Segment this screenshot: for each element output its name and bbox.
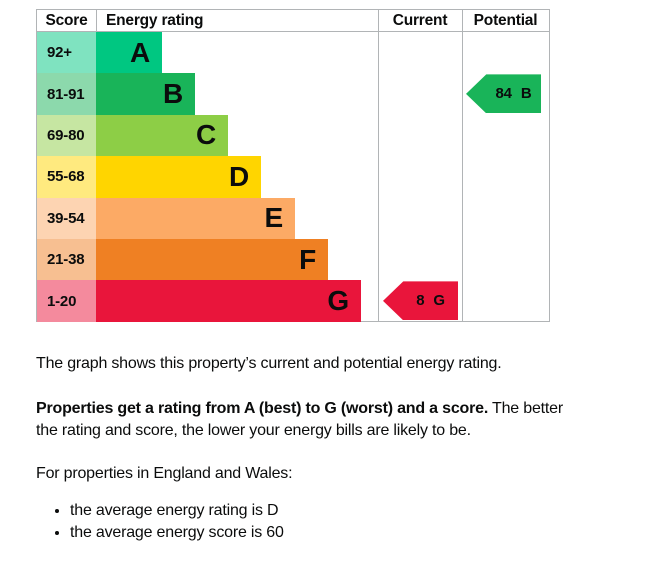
epc-rating-chart: Score Energy rating Current Potential 92…	[36, 9, 550, 322]
score-range-a: 92+	[37, 32, 96, 74]
current-rating-label: 8 G	[416, 292, 445, 309]
band-bar-d: D	[96, 156, 261, 198]
band-row-f: 21-38 F	[37, 238, 549, 281]
band-letter-e: E	[264, 202, 284, 234]
average-rating-item: the average energy rating is D	[70, 500, 584, 522]
band-letter-g: G	[327, 285, 349, 317]
score-range-d: 55-68	[37, 156, 96, 198]
band-letter-d: D	[228, 160, 249, 192]
averages-list: the average energy rating is D the avera…	[36, 500, 584, 544]
band-bar-g: G	[96, 280, 361, 322]
potential-rating-label: 84 B	[496, 85, 532, 102]
average-score-item: the average energy score is 60	[70, 522, 584, 544]
band-row-a: 92+ A	[37, 32, 549, 74]
chart-caption: The graph shows this property’s current …	[36, 355, 502, 372]
band-row-e: 39-54 E	[37, 197, 549, 239]
score-range-g: 1-20	[37, 280, 96, 322]
current-score: 8	[416, 292, 425, 310]
band-bar-e: E	[96, 197, 295, 239]
band-row-b: 81-91 B	[37, 73, 549, 115]
energy-rating-column-header: Energy rating	[106, 12, 204, 29]
score-range-b: 81-91	[37, 73, 96, 115]
rating-explanation-bold: Properties get a rating from A (best) to…	[36, 400, 489, 417]
chart-header-row: Score Energy rating Current Potential	[37, 10, 549, 32]
england-wales-intro: For properties in England and Wales:	[36, 465, 293, 482]
score-range-f: 21-38	[37, 238, 96, 281]
band-row-g: 1-20 G	[37, 280, 549, 322]
potential-score: 84	[495, 85, 513, 103]
band-bar-c: C	[96, 114, 228, 157]
current-band: G	[433, 292, 445, 310]
potential-column-header: Potential	[473, 12, 538, 29]
band-letter-c: C	[195, 119, 216, 151]
band-row-c: 69-80 C	[37, 114, 549, 157]
score-range-e: 39-54	[37, 197, 96, 239]
band-bar-b: B	[96, 73, 195, 115]
potential-band: B	[520, 85, 532, 103]
score-column-header: Score	[45, 12, 88, 29]
potential-column-divider	[462, 10, 463, 321]
current-column-divider	[378, 10, 379, 321]
band-bar-f: F	[96, 238, 328, 281]
rating-explanation-rest: The better the rating and score, the low…	[36, 400, 563, 439]
current-column-header: Current	[392, 12, 448, 29]
rating-explanation: Properties get a rating from A (best) to…	[36, 398, 584, 441]
band-row-d: 55-68 D	[37, 156, 549, 198]
band-letter-f: F	[299, 243, 316, 275]
band-letter-b: B	[162, 78, 183, 110]
band-bar-a: A	[96, 32, 162, 74]
score-range-c: 69-80	[37, 114, 96, 157]
band-letter-a: A	[129, 36, 150, 68]
